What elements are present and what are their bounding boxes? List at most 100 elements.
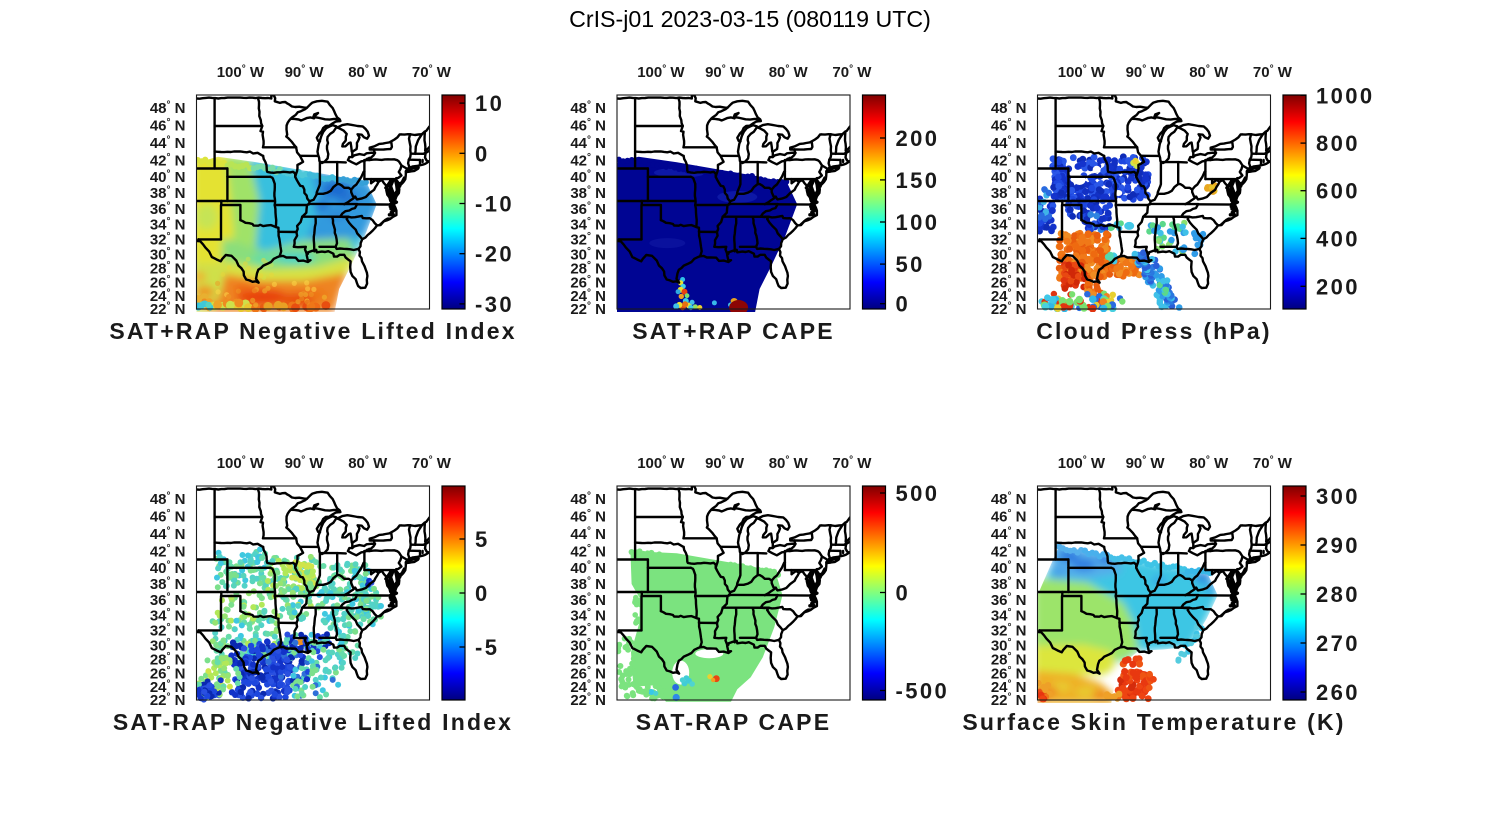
svg-text:80° W: 80° W — [1189, 64, 1229, 82]
svg-text:38° N: 38° N — [150, 576, 186, 594]
svg-text:100° W: 100° W — [1058, 455, 1106, 473]
svg-text:-10: -10 — [475, 192, 514, 217]
svg-text:26° N: 26° N — [150, 665, 186, 683]
svg-text:22° N: 22° N — [570, 691, 606, 709]
svg-text:CrIS-j01 2023-03-15 (080119 UT: CrIS-j01 2023-03-15 (080119 UTC) — [569, 6, 931, 32]
svg-text:24° N: 24° N — [991, 678, 1027, 696]
svg-text:-20: -20 — [475, 242, 514, 267]
svg-text:48° N: 48° N — [570, 99, 606, 117]
svg-text:-30: -30 — [475, 292, 514, 317]
svg-text:46° N: 46° N — [991, 117, 1027, 135]
svg-text:-5: -5 — [475, 635, 499, 660]
svg-text:32° N: 32° N — [150, 231, 186, 249]
svg-text:34° N: 34° N — [991, 216, 1027, 234]
svg-text:90° W: 90° W — [705, 64, 745, 82]
svg-text:48° N: 48° N — [570, 490, 606, 508]
svg-text:46° N: 46° N — [150, 508, 186, 526]
svg-text:90° W: 90° W — [1126, 64, 1166, 82]
svg-text:48° N: 48° N — [991, 490, 1027, 508]
svg-text:38° N: 38° N — [150, 185, 186, 203]
svg-text:42° N: 42° N — [570, 543, 606, 561]
svg-text:46° N: 46° N — [150, 117, 186, 135]
svg-text:38° N: 38° N — [991, 185, 1027, 203]
svg-text:90° W: 90° W — [1126, 455, 1166, 473]
svg-text:270: 270 — [1316, 631, 1360, 656]
svg-text:42° N: 42° N — [991, 543, 1027, 561]
svg-text:-500: -500 — [896, 679, 950, 704]
svg-text:46° N: 46° N — [570, 508, 606, 526]
svg-text:36° N: 36° N — [991, 201, 1027, 219]
svg-text:400: 400 — [1316, 226, 1360, 251]
svg-text:48° N: 48° N — [991, 99, 1027, 117]
svg-text:0: 0 — [475, 141, 490, 166]
svg-text:100° W: 100° W — [217, 64, 265, 82]
svg-text:10: 10 — [475, 91, 504, 116]
svg-text:0: 0 — [896, 581, 911, 606]
svg-text:100° W: 100° W — [1058, 64, 1106, 82]
svg-text:42° N: 42° N — [570, 152, 606, 170]
svg-text:28° N: 28° N — [570, 260, 606, 278]
svg-text:SAT+RAP CAPE: SAT+RAP CAPE — [632, 318, 835, 344]
svg-text:26° N: 26° N — [991, 274, 1027, 292]
svg-text:50: 50 — [896, 252, 925, 277]
svg-text:280: 280 — [1316, 582, 1360, 607]
svg-text:80° W: 80° W — [348, 64, 388, 82]
svg-text:80° W: 80° W — [769, 64, 809, 82]
svg-text:30° N: 30° N — [991, 246, 1027, 263]
svg-text:30° N: 30° N — [150, 246, 186, 263]
svg-text:38° N: 38° N — [991, 576, 1027, 594]
svg-text:40° N: 40° N — [150, 560, 186, 578]
svg-text:34° N: 34° N — [150, 216, 186, 234]
svg-text:32° N: 32° N — [991, 231, 1027, 249]
svg-text:30° N: 30° N — [570, 637, 606, 655]
svg-text:38° N: 38° N — [570, 576, 606, 594]
svg-text:100: 100 — [896, 210, 940, 235]
svg-text:SAT-RAP Negative Lifted Index: SAT-RAP Negative Lifted Index — [113, 709, 513, 735]
svg-text:800: 800 — [1316, 131, 1360, 156]
svg-text:36° N: 36° N — [150, 592, 186, 610]
svg-text:44° N: 44° N — [570, 526, 606, 544]
svg-text:44° N: 44° N — [150, 135, 186, 153]
svg-text:70° W: 70° W — [1253, 455, 1293, 473]
svg-text:32° N: 32° N — [991, 622, 1027, 640]
svg-text:22° N: 22° N — [150, 300, 186, 318]
svg-text:24° N: 24° N — [570, 287, 606, 305]
svg-text:100° W: 100° W — [637, 64, 685, 82]
svg-text:22° N: 22° N — [570, 300, 606, 318]
svg-text:26° N: 26° N — [570, 665, 606, 683]
svg-text:40° N: 40° N — [570, 169, 606, 187]
svg-text:34° N: 34° N — [150, 607, 186, 625]
svg-text:Surface Skin Temperature (K): Surface Skin Temperature (K) — [962, 709, 1345, 735]
svg-text:0: 0 — [475, 581, 490, 606]
svg-text:500: 500 — [896, 481, 940, 506]
svg-text:40° N: 40° N — [150, 169, 186, 187]
svg-text:26° N: 26° N — [570, 274, 606, 292]
svg-text:30° N: 30° N — [570, 246, 606, 263]
svg-text:32° N: 32° N — [150, 622, 186, 640]
svg-text:70° W: 70° W — [412, 455, 452, 473]
svg-text:38° N: 38° N — [570, 185, 606, 203]
svg-text:100° W: 100° W — [637, 455, 685, 473]
svg-text:90° W: 90° W — [285, 64, 325, 82]
svg-text:80° W: 80° W — [769, 455, 809, 473]
svg-text:70° W: 70° W — [1253, 64, 1293, 82]
svg-text:90° W: 90° W — [285, 455, 325, 473]
svg-text:290: 290 — [1316, 533, 1360, 558]
svg-text:44° N: 44° N — [991, 526, 1027, 544]
svg-text:36° N: 36° N — [150, 201, 186, 219]
svg-text:30° N: 30° N — [150, 637, 186, 655]
svg-text:90° W: 90° W — [705, 455, 745, 473]
svg-text:24° N: 24° N — [150, 678, 186, 696]
svg-text:24° N: 24° N — [570, 678, 606, 696]
svg-text:80° W: 80° W — [348, 455, 388, 473]
svg-text:100° W: 100° W — [217, 455, 265, 473]
svg-text:44° N: 44° N — [570, 135, 606, 153]
svg-text:1000: 1000 — [1316, 83, 1375, 108]
svg-text:28° N: 28° N — [150, 260, 186, 278]
svg-text:200: 200 — [1316, 274, 1360, 299]
svg-text:22° N: 22° N — [991, 300, 1027, 318]
svg-text:42° N: 42° N — [150, 152, 186, 170]
svg-text:70° W: 70° W — [832, 64, 872, 82]
svg-text:40° N: 40° N — [570, 560, 606, 578]
svg-text:48° N: 48° N — [150, 99, 186, 117]
